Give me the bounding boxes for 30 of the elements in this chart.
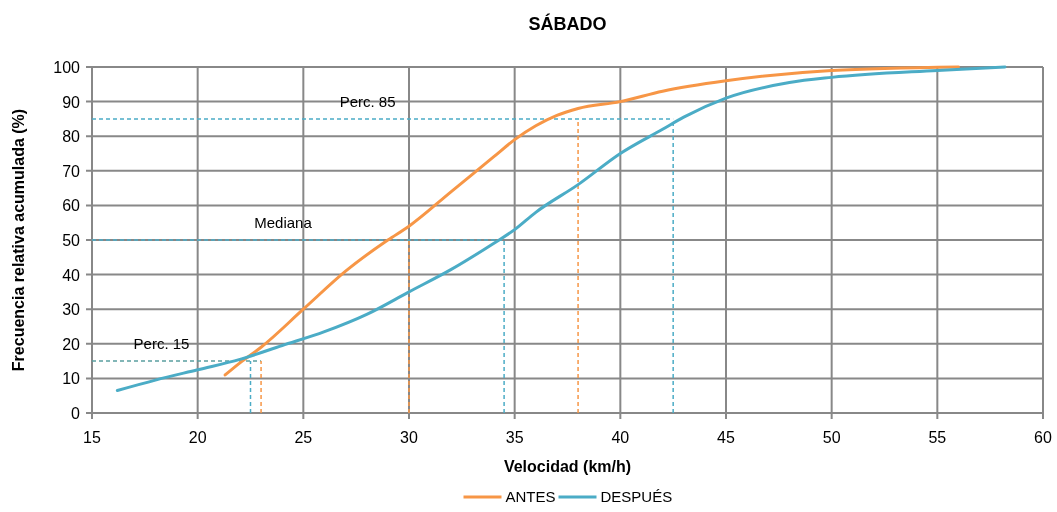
x-tick-label: 25: [294, 429, 313, 446]
chart-title: SÁBADO: [528, 13, 607, 34]
y-tick-label: 60: [62, 197, 81, 215]
y-tick-label: 30: [62, 301, 81, 319]
x-tick-label: 45: [717, 429, 735, 446]
y-tick-label: 20: [62, 335, 81, 353]
y-tick-label: 40: [62, 266, 81, 284]
x-axis-title: Velocidad (km/h): [503, 458, 632, 475]
x-tick-label: 15: [83, 429, 101, 446]
y-tick-label: 0: [71, 405, 81, 422]
y-tick-label: 90: [62, 93, 81, 111]
legend-label: ANTES: [505, 488, 556, 505]
x-tick-label: 60: [1034, 429, 1052, 446]
y-tick-label: 50: [62, 232, 81, 249]
legend-label: DESPUÉS: [600, 488, 673, 505]
x-tick-label: 50: [822, 429, 841, 446]
ref-line-label: Mediana: [254, 214, 313, 231]
x-tick-label: 55: [928, 429, 947, 446]
ref-line-label: Perc. 15: [133, 335, 190, 353]
y-tick-label: 100: [53, 59, 81, 76]
y-tick-label: 10: [62, 370, 81, 388]
x-tick-label: 35: [505, 429, 524, 446]
ref-line-label: Perc. 85: [339, 92, 396, 110]
y-tick-label: 70: [62, 162, 81, 180]
y-axis-title: Frecuencia relativa acumulada (%): [10, 108, 27, 372]
line-series: [223, 65, 960, 377]
x-tick-label: 30: [400, 429, 418, 446]
y-tick-label: 80: [62, 128, 81, 146]
x-tick-label: 40: [611, 429, 630, 446]
x-tick-label: 20: [188, 429, 207, 446]
